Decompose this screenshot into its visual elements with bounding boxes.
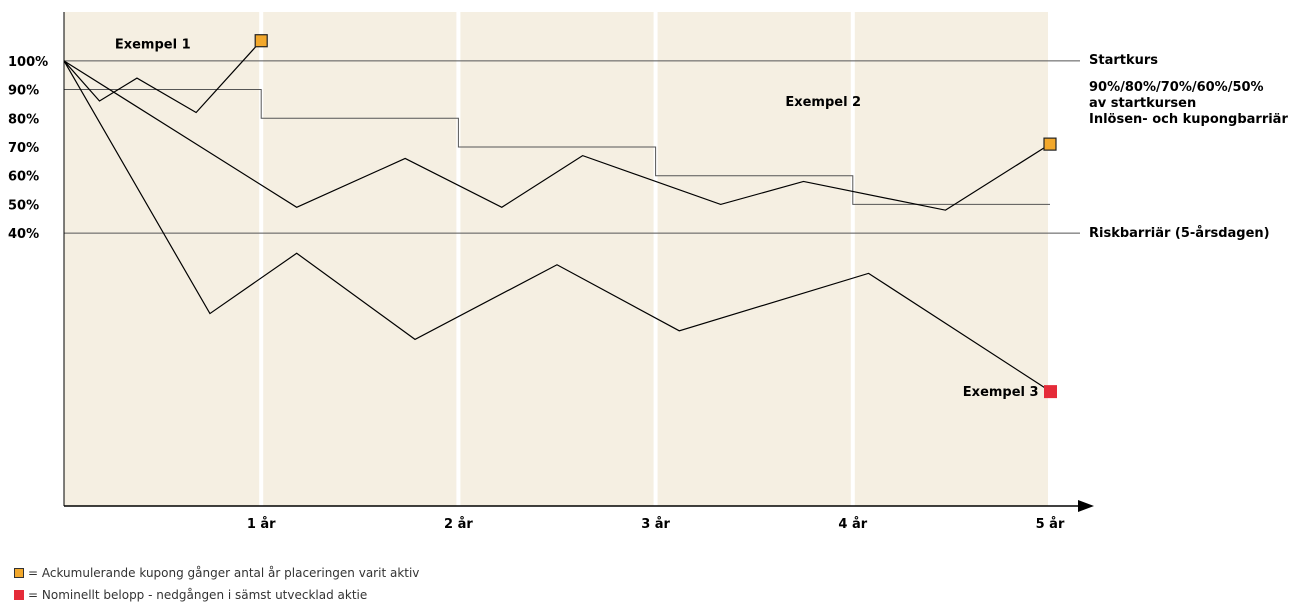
chart: Startkurs Riskbarriär (5-årsdagen) 90%/80%… xyxy=(0,0,1291,560)
y-tick-label-6: 50% xyxy=(8,198,39,213)
coupon-marker-example-2 xyxy=(1044,138,1056,150)
red-square-icon xyxy=(14,590,24,600)
legend-item-loss: = Nominellt belopp - nedgången i sämst u… xyxy=(14,588,367,602)
x-tick-label-5: 5 år xyxy=(1036,517,1065,532)
legend-text-loss: = Nominellt belopp - nedgången i sämst u… xyxy=(28,588,367,602)
y-tick-label-4: 70% xyxy=(8,141,39,156)
reference-label-startkurs: Startkurs xyxy=(1089,53,1158,68)
y-tick-label-1: 100% xyxy=(8,55,48,70)
x-tick-label-4: 4 år xyxy=(838,517,867,532)
y-tick-label-3: 80% xyxy=(8,112,39,127)
y-tick-label-7: 40% xyxy=(8,227,39,242)
x-tick-label-2: 2 år xyxy=(444,517,473,532)
annotation-example-1: Exempel 1 xyxy=(115,38,191,53)
x-axis-arrow-icon xyxy=(1078,500,1094,512)
x-tick-label-1: 1 år xyxy=(247,517,276,532)
legend-item-coupon: = Ackumulerande kupong gånger antal år p… xyxy=(14,566,419,580)
barrier-label-2: av startkursen xyxy=(1089,96,1196,111)
y-tick-label-5: 60% xyxy=(8,170,39,185)
annotation-example-3: Exempel 3 xyxy=(963,385,1039,400)
x-tick-label-3: 3 år xyxy=(641,517,670,532)
y-tick-label-2: 90% xyxy=(8,84,39,99)
reference-label-riskbarriar: Riskbarriär (5-årsdagen) xyxy=(1089,226,1270,241)
coupon-marker-example-1 xyxy=(255,35,267,47)
barrier-label-1: 90%/80%/70%/60%/50% xyxy=(1089,80,1264,95)
orange-square-icon xyxy=(14,568,24,578)
legend-text-coupon: = Ackumulerande kupong gånger antal år p… xyxy=(28,566,419,580)
plot-background xyxy=(64,12,1050,506)
annotation-example-2: Exempel 2 xyxy=(785,95,861,110)
loss-marker-example-3 xyxy=(1044,385,1057,398)
barrier-label-3: Inlösen- och kupongbarriär xyxy=(1089,112,1288,127)
